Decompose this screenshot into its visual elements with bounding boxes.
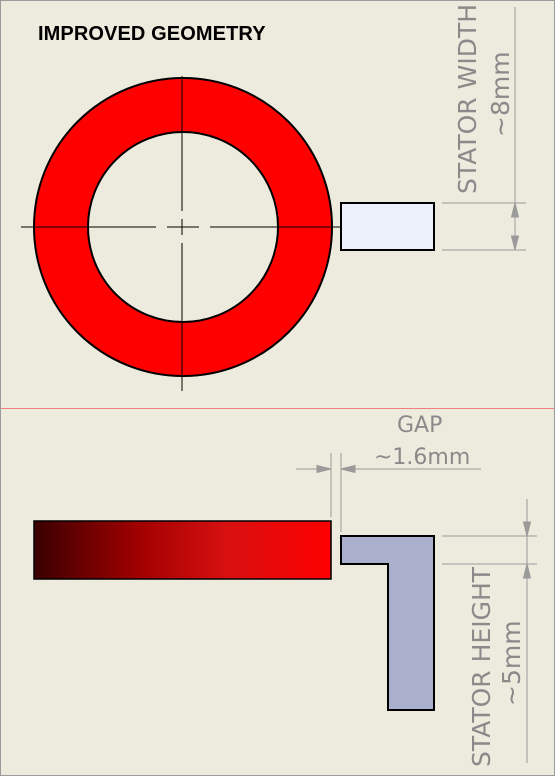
stator-width-value-group: ~8mm [486,51,515,137]
stator-width-label: STATOR WIDTH [453,4,482,194]
stator-width-value: ~8mm [486,51,515,137]
section-separator [1,408,554,409]
stator-height-dimension [442,499,537,763]
gap-value: ~1.6mm [374,445,470,470]
stator-height-label-group: STATOR HEIGHT [467,566,496,767]
stator-width-label-group: STATOR WIDTH [453,4,482,194]
stator-height-value: ~5mm [497,620,526,706]
stator-height-value-group: ~5mm [497,620,526,706]
stator-width-dimension [442,7,526,251]
gap-dimension [296,453,481,532]
centerlines [21,76,347,391]
gap-label: GAP [397,413,442,438]
stator-top-view [340,202,435,251]
drawing-title: IMPROVED GEOMETRY [38,23,266,45]
stator-side-view [340,535,435,711]
stator-height-label: STATOR HEIGHT [467,566,496,767]
ring-side-view [33,520,332,580]
